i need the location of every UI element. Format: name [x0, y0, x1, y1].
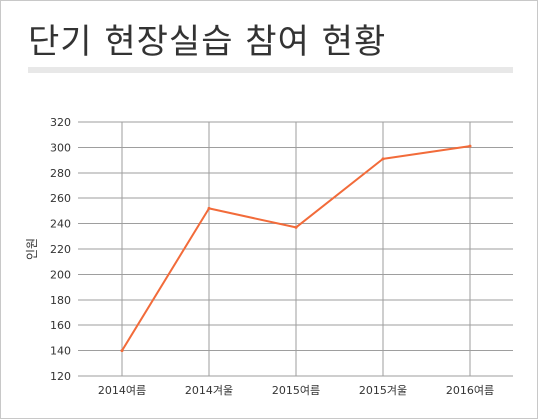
y-tick-label: 220: [50, 243, 71, 256]
y-tick-label: 320: [50, 116, 71, 129]
y-tick-label: 300: [50, 141, 71, 154]
y-axis-label: 인원: [25, 238, 39, 260]
y-tick-label: 120: [50, 370, 71, 383]
title-divider: [28, 67, 513, 73]
x-axis-ticks: 2014여름 2014겨울 2015여름 2015겨울 2016여름: [98, 384, 494, 397]
x-tick-label: 2014겨울: [185, 384, 233, 397]
y-axis-ticks: 120 140 160 180 200 220 240 260 280 300 320: [50, 116, 71, 383]
y-tick-label: 280: [50, 167, 71, 180]
y-tick-label: 240: [50, 218, 71, 231]
grid-layer: [78, 121, 513, 377]
y-tick-label: 260: [50, 192, 71, 205]
data-point: [381, 157, 385, 161]
page-title: 단기 현장실습 참여 현황: [28, 22, 387, 62]
series-layer: [120, 144, 472, 353]
x-tick-label: 2015겨울: [359, 384, 407, 397]
data-point: [120, 349, 124, 353]
data-point: [294, 225, 298, 229]
y-tick-label: 200: [50, 268, 71, 281]
y-tick-label: 160: [50, 319, 71, 332]
y-tick-label: 140: [50, 345, 71, 358]
y-tick-label: 180: [50, 294, 71, 307]
data-point: [468, 144, 472, 148]
x-tick-label: 2016여름: [446, 384, 494, 397]
x-tick-label: 2014여름: [98, 384, 146, 397]
x-tick-label: 2015여름: [272, 384, 320, 397]
data-point: [207, 206, 211, 210]
